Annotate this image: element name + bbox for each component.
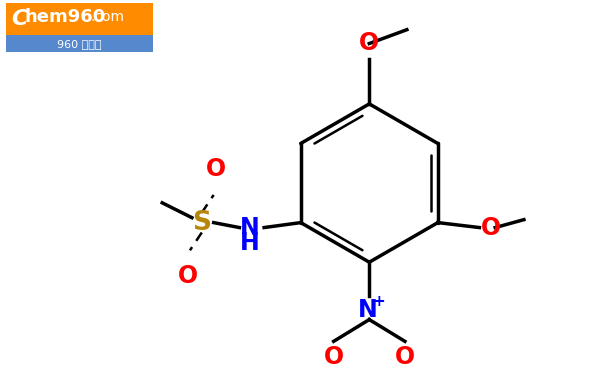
Text: C: C	[11, 9, 27, 29]
Text: 960 化工网: 960 化工网	[57, 39, 102, 48]
FancyBboxPatch shape	[6, 3, 152, 34]
Text: O: O	[178, 264, 198, 288]
Text: .com: .com	[90, 10, 124, 24]
Text: +: +	[373, 294, 385, 309]
Text: O: O	[359, 32, 379, 56]
Text: O: O	[482, 216, 502, 240]
Text: N: N	[240, 216, 259, 240]
Text: H: H	[240, 231, 259, 255]
Text: O: O	[206, 157, 226, 181]
Text: S: S	[192, 210, 211, 236]
Text: O: O	[324, 345, 344, 369]
Text: O: O	[395, 345, 415, 369]
FancyBboxPatch shape	[6, 34, 152, 53]
Text: hem960: hem960	[25, 8, 106, 26]
Text: N: N	[358, 298, 377, 322]
